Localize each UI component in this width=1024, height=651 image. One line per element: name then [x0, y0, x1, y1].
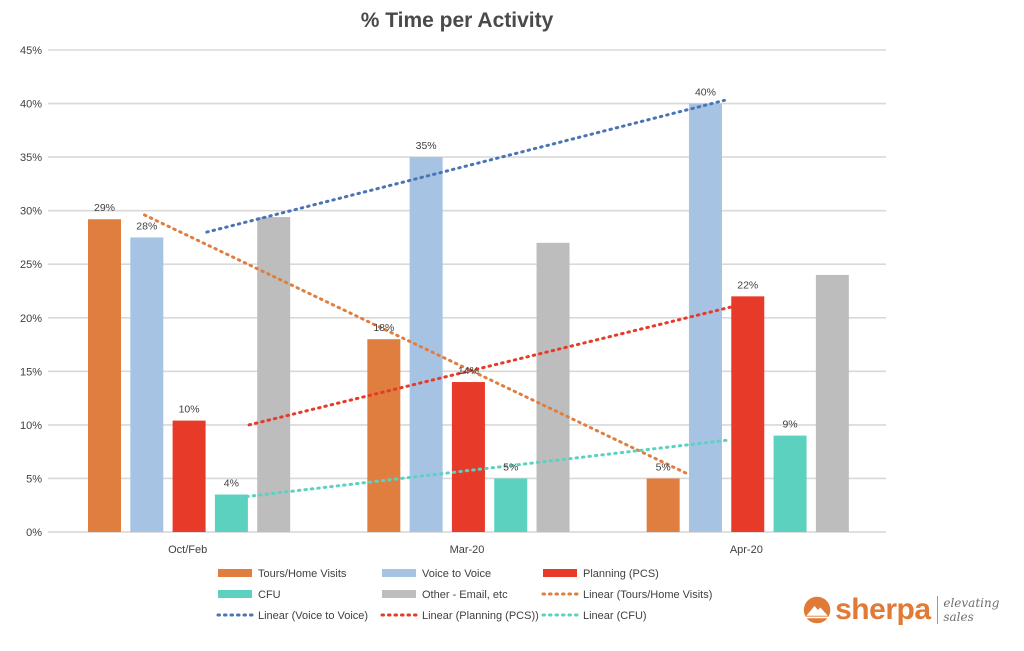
data-label: 22%	[737, 279, 758, 291]
bar	[494, 478, 528, 532]
bar	[130, 237, 164, 532]
brand-divider	[936, 596, 938, 624]
legend-label: Linear (Planning (PCS))	[422, 610, 539, 622]
data-label: 35%	[416, 140, 437, 152]
legend-label: Voice to Voice	[422, 568, 491, 580]
bar	[88, 219, 121, 533]
legend-label: Planning (PCS)	[583, 568, 659, 580]
data-label: 14%	[458, 365, 479, 377]
data-label: 5%	[503, 461, 518, 473]
trendlines	[143, 98, 733, 501]
legend-swatch	[382, 569, 416, 577]
y-tick-label: 30%	[20, 206, 42, 218]
trendline	[143, 213, 690, 476]
legend-swatch	[382, 590, 416, 598]
y-tick-label: 45%	[20, 45, 42, 57]
legend-label: Linear (Voice to Voice)	[258, 610, 368, 622]
brand-tagline: elevating sales	[943, 596, 1000, 624]
x-tick-label: Oct/Feb	[168, 544, 207, 556]
y-tick-label: 35%	[20, 152, 42, 164]
bar	[451, 382, 485, 532]
y-tick-label: 5%	[26, 473, 42, 485]
data-labels: 29% 18% 5% 28% 35% 40% 10% 14% 22% 4% 5% 9%	[94, 87, 798, 490]
data-label: 40%	[695, 87, 716, 99]
trendline	[205, 98, 726, 234]
x-tick-label: Apr-20	[730, 544, 763, 556]
data-label: 29%	[94, 202, 115, 214]
trendline	[225, 438, 732, 501]
legend-label: Linear (Tours/Home Visits)	[583, 589, 712, 601]
y-axis: 0% 5% 10% 15% 20% 25% 30% 35% 40% 45%	[20, 45, 42, 539]
legend-swatch	[543, 569, 577, 577]
chart-title: % Time per Activity	[361, 9, 554, 32]
data-label: 18%	[373, 322, 394, 334]
bar	[536, 242, 570, 533]
y-tick-label: 25%	[20, 259, 42, 271]
y-tick-label: 10%	[20, 420, 42, 432]
bar	[815, 274, 849, 532]
legend: Tours/Home Visits Voice to Voice Planning …	[216, 568, 712, 622]
x-tick-label: Mar-20	[450, 544, 485, 556]
bar	[646, 478, 680, 532]
y-tick-label: 40%	[20, 99, 42, 111]
bars	[88, 103, 849, 533]
legend-swatch	[218, 569, 252, 577]
legend-swatch	[218, 590, 252, 598]
bar	[773, 435, 807, 532]
y-tick-label: 20%	[20, 313, 42, 325]
y-tick-label: 0%	[26, 527, 42, 539]
bar	[214, 494, 248, 532]
legend-label: Tours/Home Visits	[258, 568, 347, 580]
legend-label: CFU	[258, 589, 281, 601]
bar	[367, 339, 401, 532]
bar	[172, 420, 206, 532]
data-label: 5%	[656, 461, 671, 473]
brand-logo: sherpa elevating sales	[803, 590, 1018, 630]
bar	[731, 296, 765, 532]
legend-label: Other - Email, etc	[422, 589, 508, 601]
bar	[688, 103, 722, 533]
trendline	[247, 305, 733, 427]
data-label: 10%	[179, 404, 200, 416]
data-label: 28%	[136, 220, 157, 232]
y-tick-label: 15%	[20, 366, 42, 378]
mountain-icon	[803, 596, 831, 624]
brand-name: sherpa	[835, 593, 931, 626]
data-label: 4%	[224, 478, 239, 490]
legend-label: Linear (CFU)	[583, 610, 647, 622]
bar	[257, 217, 291, 533]
x-axis: Oct/Feb Mar-20 Apr-20	[168, 544, 763, 556]
data-label: 9%	[782, 419, 797, 431]
